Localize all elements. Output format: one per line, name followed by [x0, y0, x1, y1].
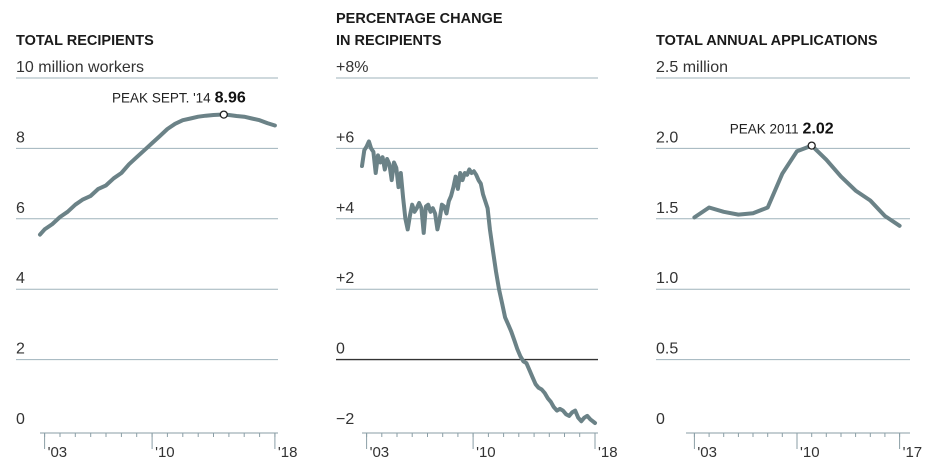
panel-title: TOTAL RECIPIENTS — [16, 33, 154, 49]
y-tick-label: 1.5 — [656, 200, 678, 217]
y-tick-label: +4 — [336, 200, 354, 217]
y-tick-label: 8 — [16, 129, 25, 146]
series-line — [360, 139, 597, 425]
y-tick-label: 0 — [16, 411, 25, 428]
x-tick-label: '03 — [697, 444, 717, 461]
series-line — [692, 143, 902, 228]
peak-label: PEAK 2011 — [730, 122, 799, 137]
series-polyline — [38, 112, 277, 237]
peak-value: 2.02 — [803, 121, 834, 138]
gridlines — [656, 77, 910, 361]
x-axis: '03 '10 '18 — [40, 432, 298, 461]
y-tick-label: 0.5 — [656, 341, 678, 358]
x-tick-label: '18 — [598, 444, 618, 461]
y-tick-label: +8% — [336, 59, 368, 76]
percentage-change-panel: PERCENTAGE CHANGE IN RECIPIENTS −2 0 +2 +4 +… — [336, 11, 618, 461]
x-tick-label: '18 — [278, 444, 298, 461]
peak-label: PEAK SEPT. '14 — [112, 91, 211, 106]
panel-title: TOTAL ANNUAL APPLICATIONS — [656, 33, 878, 49]
peak-annotation: 2.02 PEAK 2011 — [730, 121, 834, 150]
y-tick-labels: −2 0 +2 +4 +6 +8% — [336, 59, 368, 428]
y-tick-label: 2.5 million — [656, 59, 728, 76]
y-tick-label: 0 — [656, 411, 665, 428]
total-applications-panel: TOTAL ANNUAL APPLICATIONS 00.51.01.52.02… — [656, 33, 922, 461]
y-tick-label: 6 — [16, 200, 25, 217]
x-tick-label: '10 — [155, 444, 175, 461]
peak-annotation: 8.96 PEAK SEPT. '14 — [112, 90, 246, 119]
y-tick-label: 4 — [16, 270, 25, 287]
total-recipients-panel: TOTAL RECIPIENTS 0 2 4 6 8 10 million workers… — [16, 33, 297, 461]
x-tick-label: '10 — [476, 444, 496, 461]
series-polyline — [692, 143, 902, 228]
y-tick-label: +6 — [336, 129, 354, 146]
y-tick-label: 2 — [16, 341, 25, 358]
y-tick-label: 0 — [336, 341, 345, 358]
peak-marker — [219, 110, 228, 119]
y-tick-label: +2 — [336, 270, 354, 287]
y-tick-label: −2 — [336, 411, 354, 428]
series-line — [38, 112, 277, 237]
y-tick-labels: 0 0.5 1.0 1.5 2.0 2.5 million — [656, 59, 728, 428]
x-tick-label: '17 — [903, 444, 923, 461]
series-polyline — [360, 139, 597, 425]
x-tick-label: '10 — [800, 444, 820, 461]
panel-title-line-2: IN RECIPIENTS — [336, 33, 442, 49]
y-tick-label: 1.0 — [656, 270, 678, 287]
y-tick-label: 2.0 — [656, 129, 678, 146]
x-axis: '03 '10 '17 — [686, 432, 923, 461]
peak-marker — [807, 141, 816, 150]
peak-value: 8.96 — [215, 90, 246, 107]
gridlines — [336, 77, 598, 361]
x-tick-label: '03 — [370, 444, 390, 461]
x-tick-label: '03 — [48, 444, 68, 461]
x-axis: '03 '10 '18 — [362, 432, 618, 461]
y-tick-labels: 0 2 4 6 8 10 million workers — [16, 59, 144, 428]
y-tick-label: 10 million workers — [16, 59, 144, 76]
panel-title-line-1: PERCENTAGE CHANGE — [336, 11, 503, 27]
